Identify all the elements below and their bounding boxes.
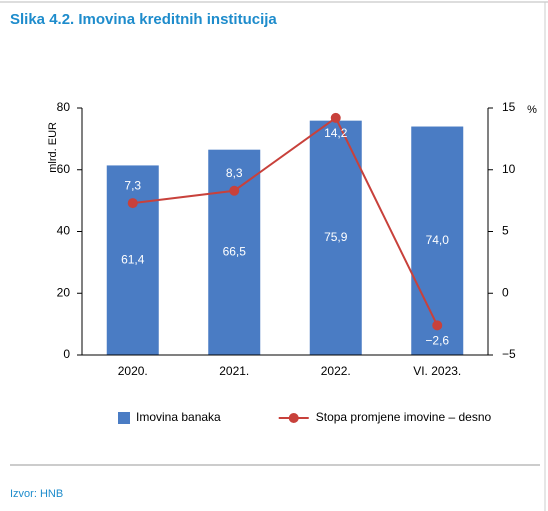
x-tick-label: 2022. — [321, 364, 351, 378]
chart-title: Slika 4.2. Imovina kreditnih institucija — [10, 11, 277, 28]
y-axis-label: mlrd. EUR — [47, 122, 59, 173]
line-point — [432, 320, 443, 331]
line-point — [229, 185, 240, 196]
y2-tick-label: 0 — [502, 285, 509, 299]
bar-value-label: 66,5 — [223, 245, 247, 259]
y-tick-label: 20 — [57, 285, 71, 299]
y-tick-label: 40 — [57, 224, 71, 238]
line-point — [127, 198, 138, 209]
y2-axis-label: % — [527, 104, 537, 116]
bar — [106, 165, 159, 355]
y2-tick-label: 5 — [502, 224, 509, 238]
y2-tick-label: 10 — [502, 162, 516, 176]
bar-value-label: 74,0 — [426, 233, 450, 247]
x-tick-label: 2020. — [118, 364, 148, 378]
y2-tick-label: 15 — [502, 100, 516, 114]
line-value-label: −2,6 — [425, 334, 449, 348]
bar-value-label: 75,9 — [324, 230, 348, 244]
bar — [411, 126, 464, 356]
y-tick-label: 0 — [63, 347, 70, 361]
x-tick-label: 2021. — [219, 364, 249, 378]
legend-marker — [288, 413, 299, 423]
y-tick-label: 60 — [57, 162, 71, 176]
line-value-label: 14,2 — [324, 126, 348, 140]
line-point — [330, 112, 341, 123]
y-tick-label: 80 — [57, 100, 71, 114]
legend-swatch — [118, 412, 130, 424]
line — [132, 116, 439, 326]
bar — [208, 149, 261, 355]
x-tick-label: VI. 2023. — [413, 364, 461, 378]
source: Izvor: HNB — [10, 488, 63, 500]
line-value-label: 8,3 — [226, 166, 243, 180]
bar-value-label: 61,4 — [121, 252, 145, 266]
y2-tick-label: −5 — [502, 347, 516, 361]
legend-label: Stopa promjene imovine – desno — [316, 410, 492, 424]
bar — [309, 120, 362, 355]
line-value-label: 7,3 — [124, 178, 141, 192]
legend-label: Imovina banaka — [136, 410, 221, 424]
